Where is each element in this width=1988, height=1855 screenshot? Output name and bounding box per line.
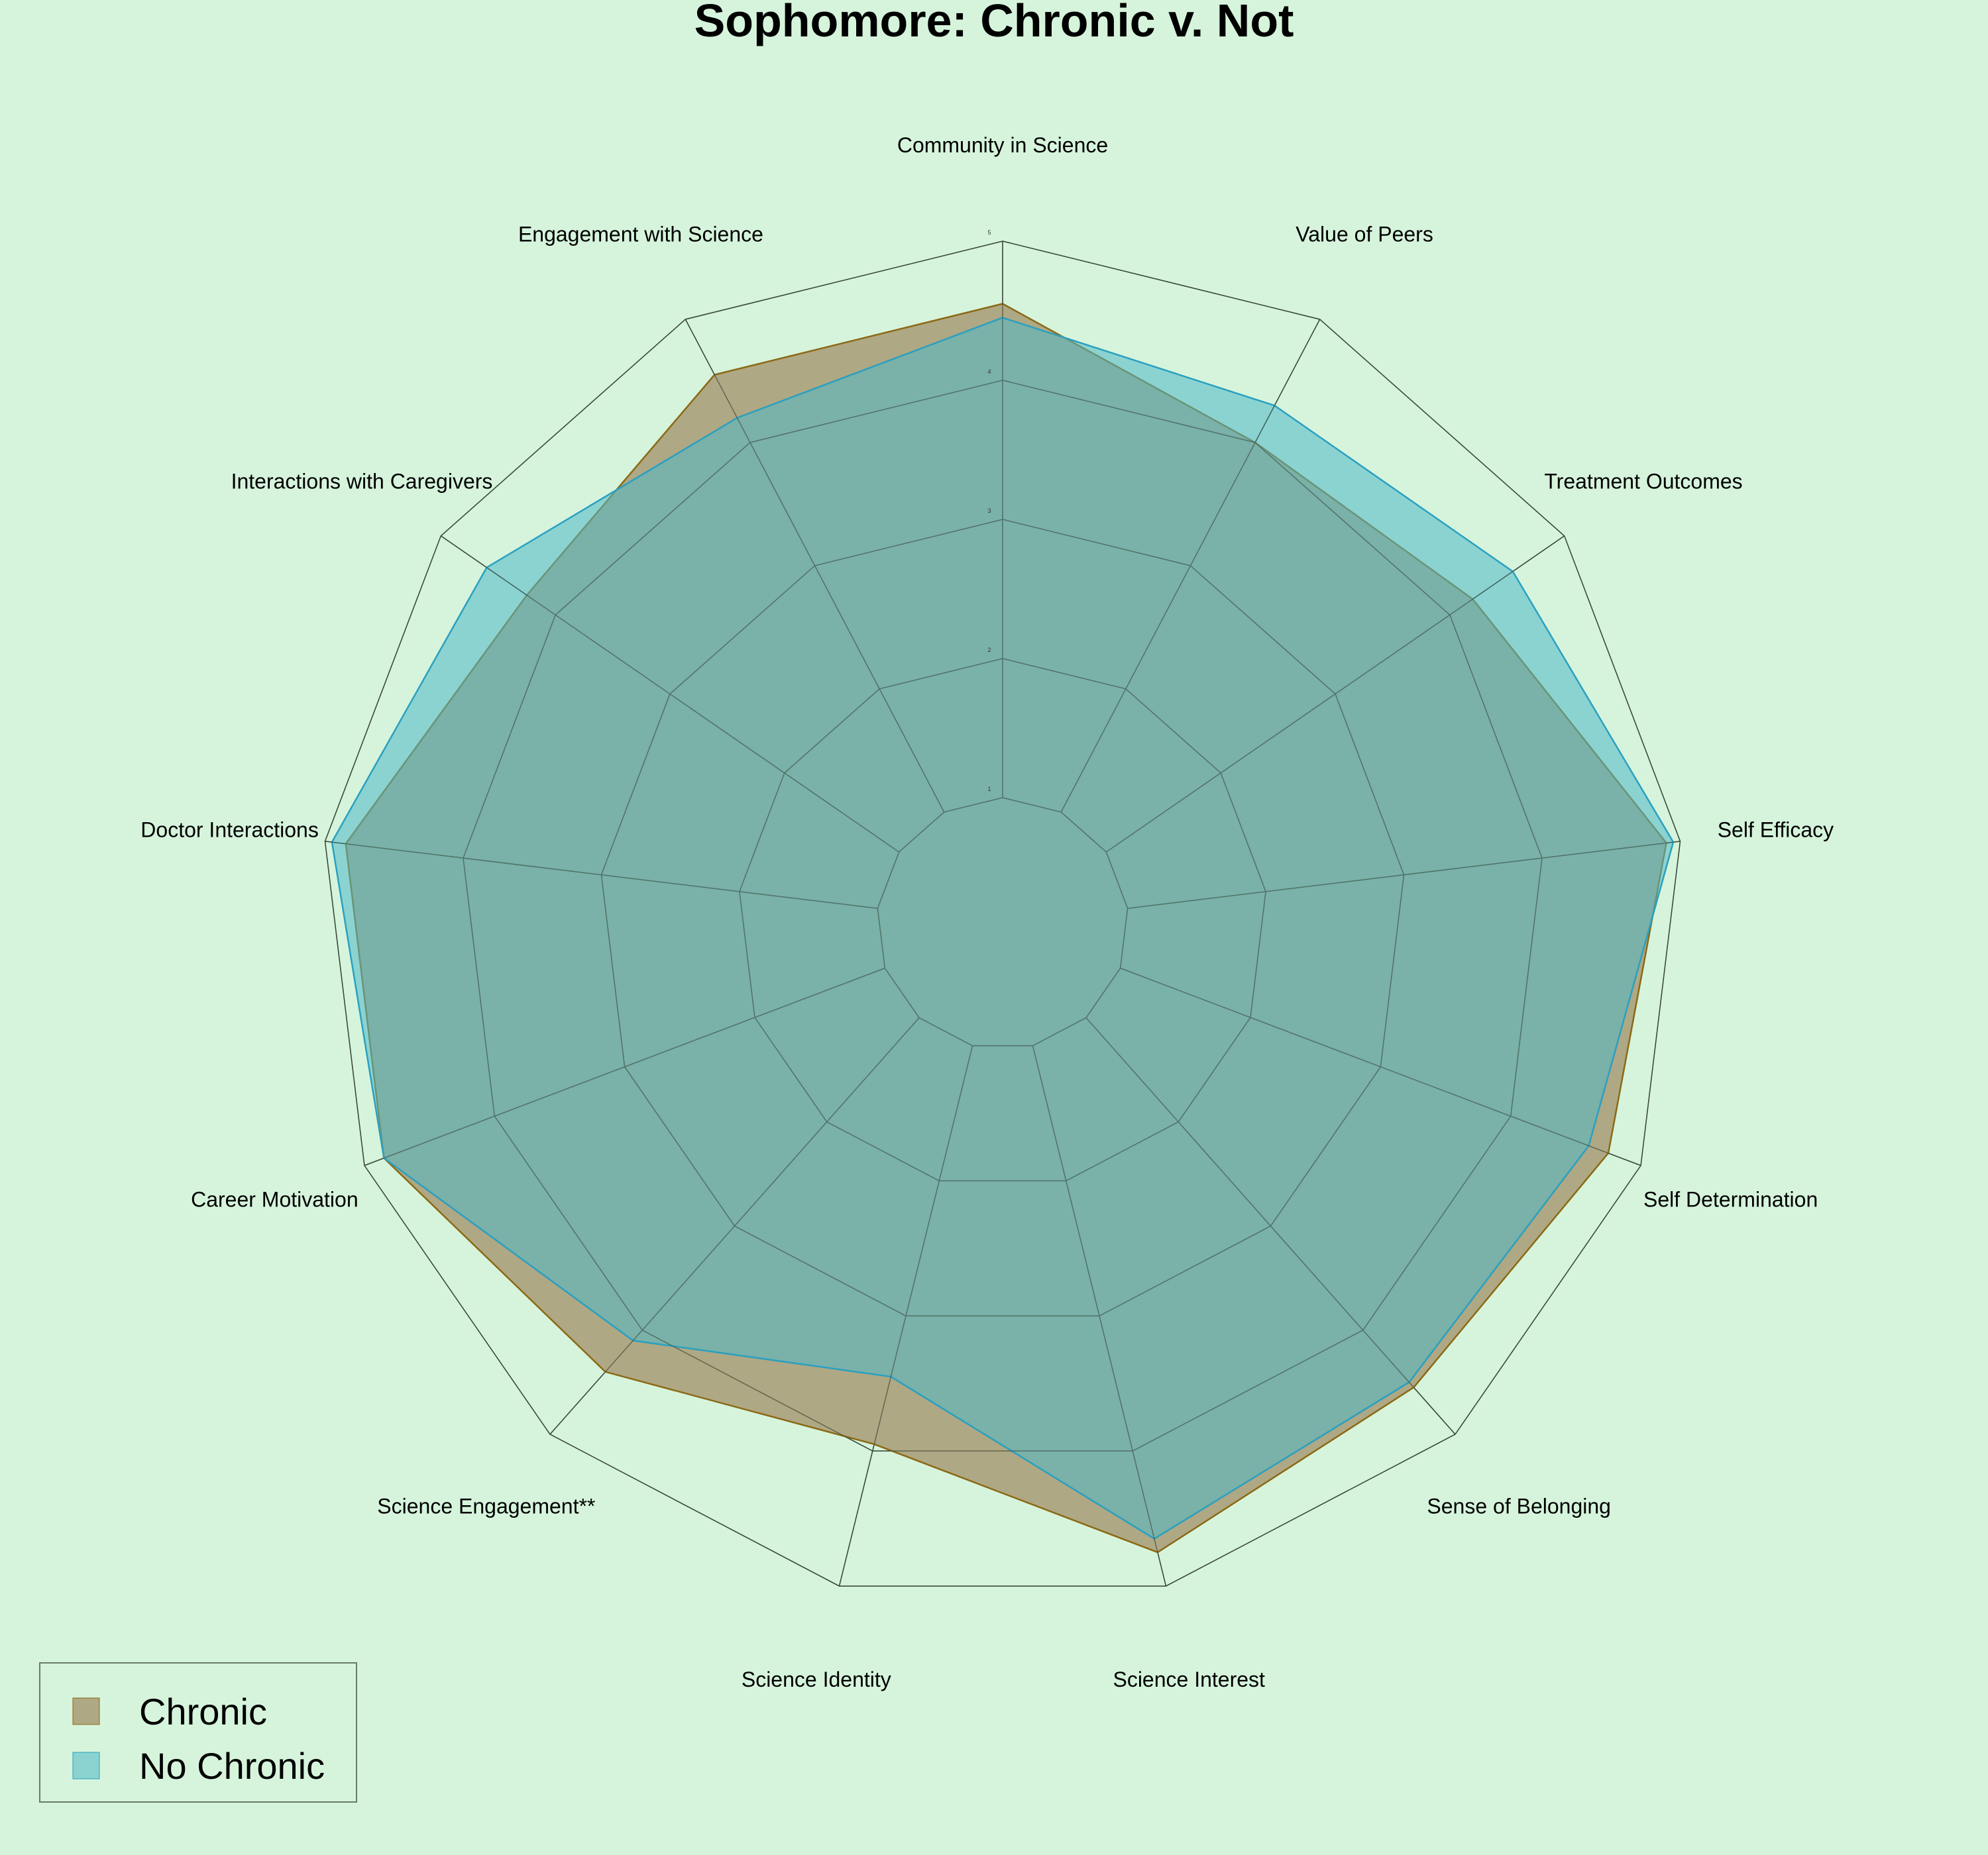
grid-overlay-spoke-11 <box>325 841 878 909</box>
axis-label-12: Interactions with Caregivers <box>231 470 493 494</box>
grid-overlay-spoke-8 <box>838 1045 973 1587</box>
tick-label-4: 4 <box>987 368 991 375</box>
grid-overlay-spoke-2 <box>1060 319 1321 813</box>
grid-overlay-spoke-5 <box>1120 967 1641 1166</box>
grid-overlay-spoke-13 <box>685 319 945 813</box>
axis-label-1: Community in Science <box>897 133 1108 157</box>
axis-label-13: Engagement with Science <box>518 223 763 246</box>
legend-label-2: No Chronic <box>139 1745 325 1787</box>
axis-label-6: Sense of Belonging <box>1427 1495 1611 1518</box>
grid-overlay-spoke-7 <box>1032 1045 1167 1587</box>
tick-label-1: 1 <box>987 786 991 792</box>
chart-title: Sophomore: Chronic v. Not <box>694 0 1294 46</box>
radar-series <box>331 303 1675 1554</box>
axis-label-7: Science Interest <box>1113 1668 1265 1691</box>
radar-grid-overlay <box>324 240 1681 1587</box>
grid-overlay-spoke-4 <box>1127 841 1681 909</box>
axis-label-3: Treatment Outcomes <box>1544 470 1742 494</box>
axis-label-4: Self Efficacy <box>1718 818 1834 841</box>
grid-overlay-spoke-3 <box>1105 535 1565 853</box>
axis-label-5: Self Determination <box>1643 1188 1818 1212</box>
axis-label-2: Value of Peers <box>1296 223 1433 246</box>
grid-overlay-spoke-9 <box>549 1017 920 1435</box>
tick-label-5: 5 <box>987 229 991 236</box>
axis-label-10: Career Motivation <box>191 1188 359 1212</box>
grid-overlay-spoke-12 <box>440 535 900 853</box>
legend: Chronic No Chronic <box>39 1662 357 1803</box>
grid-overlay-ring-2 <box>739 658 1266 1182</box>
axis-label-9: Science Engagement** <box>377 1495 595 1518</box>
tick-label-3: 3 <box>987 507 991 514</box>
grid-overlay-ring-1 <box>877 797 1129 1047</box>
legend-label-1: Chronic <box>139 1691 267 1732</box>
grid-overlay-spoke-6 <box>1085 1017 1456 1435</box>
legend-swatch-2 <box>72 1752 100 1779</box>
tick-label-2: 2 <box>987 647 991 653</box>
grid-overlay-spoke-10 <box>364 967 885 1166</box>
radar-tick-labels: 1 2 3 4 5 <box>987 229 991 792</box>
axis-label-8: Science Identity <box>742 1668 891 1691</box>
legend-swatch-1 <box>72 1697 100 1725</box>
grid-overlay-ring-4 <box>463 380 1543 1452</box>
grid-overlay-ring-3 <box>600 519 1405 1317</box>
axis-label-11: Doctor Interactions <box>140 818 319 841</box>
series-area-2 <box>331 317 1675 1540</box>
grid-overlay-ring-5 <box>324 240 1681 1587</box>
radar-axis-labels: Community in Science Value of Peers Treatm… <box>140 133 1834 1691</box>
